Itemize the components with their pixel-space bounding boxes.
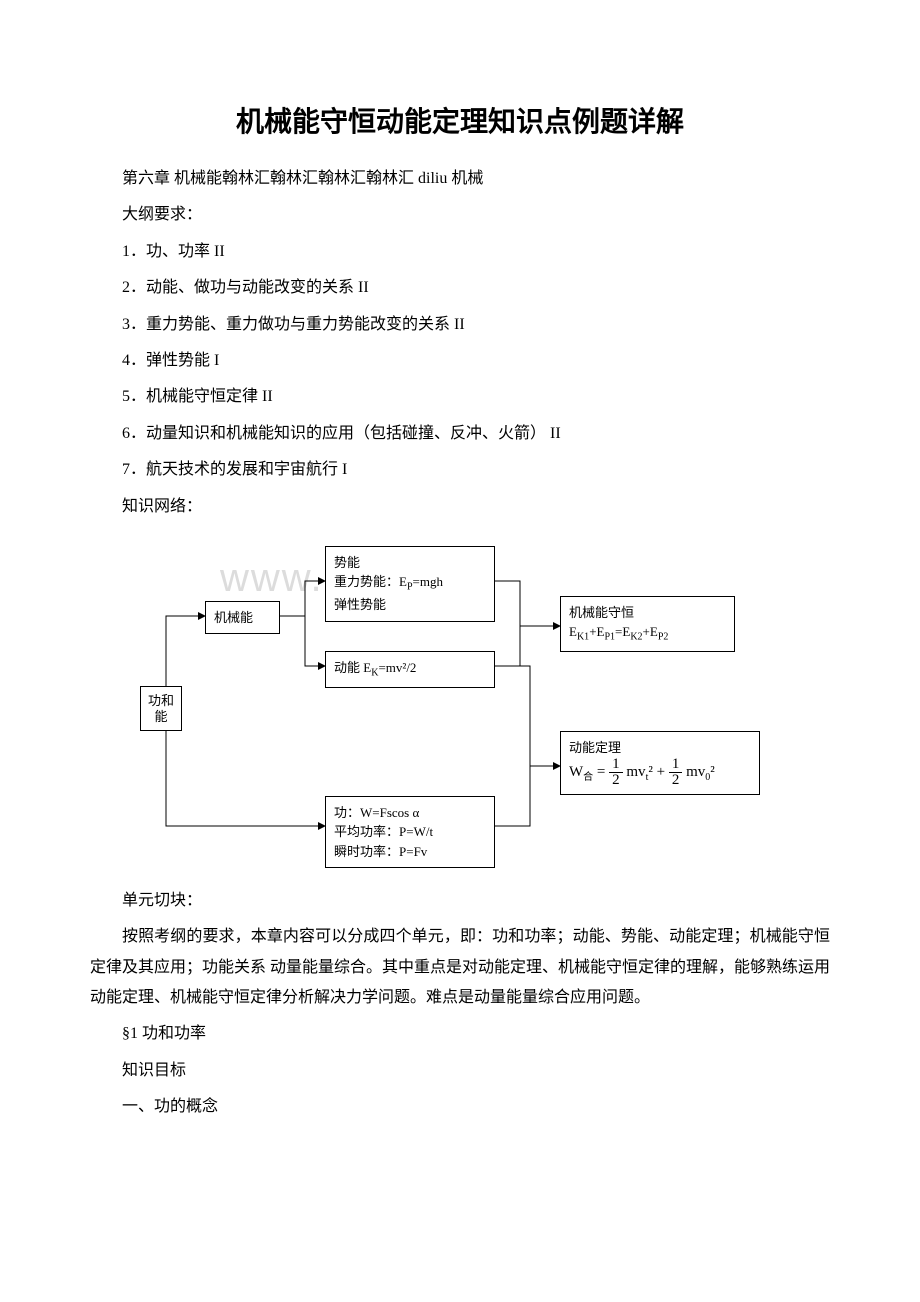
outline-header: 大纲要求：: [90, 200, 830, 230]
outline-item: 2．动能、做功与动能改变的关系 II: [90, 273, 830, 303]
node-ke-theorem: 动能定理 W合 = 1 2 mvt² + 1 2 mv0²: [560, 731, 760, 796]
potential-line-2: 弹性势能: [334, 595, 486, 615]
node-root-label: 功和能: [148, 693, 174, 724]
node-kinetic-energy: 动能 EK=mv²/2: [325, 651, 495, 688]
power-line-3: 瞬时功率：P=Fv: [334, 842, 486, 862]
power-line-1: 功：W=Fscos α: [334, 803, 486, 823]
outline-item: 7．航天技术的发展和宇宙航行 I: [90, 455, 830, 485]
unit-header: 单元切块：: [90, 886, 830, 916]
network-header: 知识网络：: [90, 492, 830, 522]
outline-item: 3．重力势能、重力做功与重力势能改变的关系 II: [90, 310, 830, 340]
power-line-2: 平均功率：P=W/t: [334, 822, 486, 842]
knowledge-network-diagram: www. .com 功和能: [100, 536, 820, 876]
outline-item: 5．机械能守恒定律 II: [90, 382, 830, 412]
potential-line-1: 重力势能：EP=mgh: [334, 572, 486, 595]
node-mechanical-energy: 机械能: [205, 601, 280, 635]
node-root: 功和能: [140, 686, 182, 731]
node-mech-label: 机械能: [214, 610, 253, 625]
section-label: §1 功和功率: [90, 1019, 830, 1049]
ke-theorem-expr: W合 = 1 2 mvt² + 1 2 mv0²: [569, 757, 751, 788]
node-work-power: 功：W=Fscos α 平均功率：P=W/t 瞬时功率：P=Fv: [325, 796, 495, 869]
outline-item: 1．功、功率 II: [90, 237, 830, 267]
outline-item: 6．动量知识和机械能知识的应用（包括碰撞、反冲、火箭） II: [90, 419, 830, 449]
kinetic-line: 动能 EK=mv²/2: [334, 660, 416, 675]
conserve-expr: EK1+EP1=EK2+EP2: [569, 622, 726, 645]
knowledge-target: 知识目标: [90, 1056, 830, 1086]
page-title: 机械能守恒动能定理知识点例题详解: [90, 100, 830, 140]
conserve-title: 机械能守恒: [569, 603, 726, 623]
outline-item: 4．弹性势能 I: [90, 346, 830, 376]
potential-title: 势能: [334, 553, 486, 573]
chapter-line: 第六章 机械能翰林汇翰林汇翰林汇翰林汇 diliu 机械: [90, 164, 830, 194]
node-conservation: 机械能守恒 EK1+EP1=EK2+EP2: [560, 596, 735, 652]
section-one: 一、功的概念: [90, 1092, 830, 1122]
unit-body: 按照考纲的要求，本章内容可以分成四个单元，即：功和功率；动能、势能、动能定理；机…: [90, 922, 830, 1013]
ke-theorem-title: 动能定理: [569, 738, 751, 758]
node-potential-energy: 势能 重力势能：EP=mgh 弹性势能: [325, 546, 495, 622]
